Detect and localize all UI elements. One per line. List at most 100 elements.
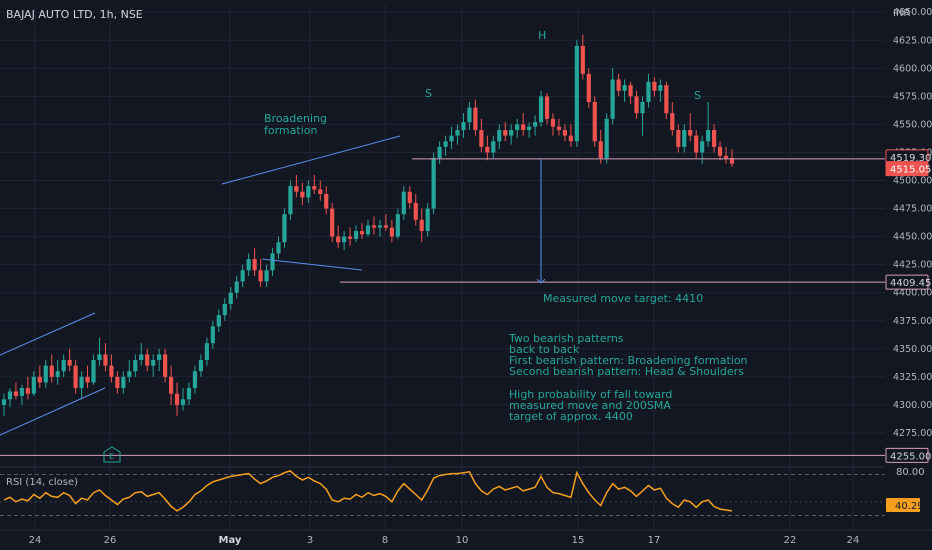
candle-body [240, 270, 245, 282]
time-axis[interactable]: 24 26 May 3 8 10 15 17 22 24 [0, 529, 932, 546]
note-line: First bearish pattern: Broadening format… [509, 354, 748, 367]
candle-body [479, 130, 484, 147]
candle-body [497, 130, 502, 142]
candle-series [1, 34, 735, 417]
candle-body [562, 130, 568, 136]
candle-body [330, 208, 335, 237]
candle-body [91, 360, 96, 383]
symbol-label[interactable]: BAJAJ AUTO LTD, 1h, NSE [6, 8, 143, 21]
rsi-label[interactable]: RSI (14, close) [6, 477, 78, 488]
currency-label: INR [893, 8, 910, 19]
candle-body [73, 365, 78, 389]
candle-body [401, 191, 406, 215]
candle-body [389, 227, 394, 237]
candle-body [168, 376, 174, 394]
candle-body [61, 360, 66, 372]
candle-body [419, 219, 424, 231]
rising-channel-upper[interactable] [0, 312, 96, 356]
candle-body [622, 85, 627, 91]
candle-body [127, 371, 132, 377]
candle-body [228, 292, 233, 304]
price-badge [885, 274, 929, 290]
measured-target-label: Measured move target: 4410 [543, 292, 703, 305]
candle-body [115, 376, 120, 389]
candle-body [97, 354, 102, 361]
time-tick-label: 26 [104, 535, 117, 546]
candle-body [276, 242, 281, 254]
candle-body [31, 376, 36, 394]
candle-body [682, 130, 687, 147]
candle-body [586, 73, 591, 102]
price-tick-label: 4450.00 [893, 232, 932, 243]
price-badge-label: 4255.00 [890, 451, 931, 462]
candle-body [37, 376, 42, 383]
candle-body [723, 155, 729, 159]
candle-body [324, 193, 329, 209]
candle-body [342, 236, 347, 243]
candle-body [348, 236, 353, 239]
left-shoulder-label: S [425, 87, 432, 100]
analysis-notes: Two bearish patterns back to back First … [508, 332, 748, 423]
candle-body [19, 388, 24, 396]
candle-body [646, 81, 651, 102]
candle-body [157, 354, 162, 361]
candle-body [204, 343, 209, 361]
candle-body [67, 360, 72, 366]
price-tick-label: 4425.00 [893, 260, 932, 271]
candle-body [318, 189, 323, 194]
right-shoulder-label: S [694, 89, 701, 102]
broadening-label-line2: formation [264, 124, 317, 137]
candle-body [538, 96, 544, 123]
note-line: measured move and 200SMA [509, 399, 671, 412]
candle-body [527, 126, 532, 131]
candle-body [449, 135, 454, 142]
time-tick-label: 15 [572, 535, 585, 546]
earnings-flag-icon [103, 446, 121, 463]
candle-body [109, 365, 114, 377]
candle-body [270, 253, 275, 271]
candle-body [246, 259, 251, 271]
candle-body [712, 130, 717, 147]
earnings-marker[interactable]: E [103, 446, 121, 463]
candle-body [216, 315, 221, 327]
price-axis[interactable]: 4650.004625.004600.004575.004550.004525.… [893, 7, 932, 439]
candle-body [664, 85, 669, 114]
candle-body [79, 376, 84, 389]
candle-body [706, 130, 711, 142]
price-tick-label: 4300.00 [893, 400, 932, 411]
time-tick-label: 17 [648, 535, 661, 546]
price-tick-label: 4625.00 [893, 35, 932, 46]
price-badge-label: 4515.05 [890, 165, 931, 176]
candle-body [437, 146, 442, 159]
rsi-pane [0, 466, 885, 516]
candle-body [568, 135, 573, 142]
candle-body [49, 365, 54, 377]
candle-body [395, 214, 400, 237]
price-tick-label: 4375.00 [893, 316, 932, 327]
candle-body [7, 391, 13, 400]
candle-body [485, 146, 490, 153]
time-tick-label: May [219, 535, 242, 546]
price-tick-label: 4600.00 [893, 63, 932, 74]
candle-body [103, 354, 108, 366]
note-line: back to back [509, 343, 580, 356]
note-line: High probability of fall toward [509, 388, 672, 401]
candle-body [151, 360, 156, 366]
candle-body [652, 81, 657, 91]
candle-body [658, 85, 663, 91]
rising-channel-lower[interactable] [0, 387, 106, 436]
broadening-lower-line[interactable] [261, 258, 363, 271]
price-tick-label: 4475.00 [893, 204, 932, 215]
time-tick-label: 8 [382, 535, 388, 546]
candle-body [174, 393, 180, 405]
candle-body [461, 122, 466, 131]
candle-body [336, 236, 341, 243]
price-tick-label: 4575.00 [893, 91, 932, 102]
candle-body [670, 113, 675, 131]
candle-body [300, 191, 305, 198]
candle-body [139, 354, 144, 361]
candle-body [425, 208, 430, 231]
broadening-upper-line[interactable] [221, 135, 401, 185]
